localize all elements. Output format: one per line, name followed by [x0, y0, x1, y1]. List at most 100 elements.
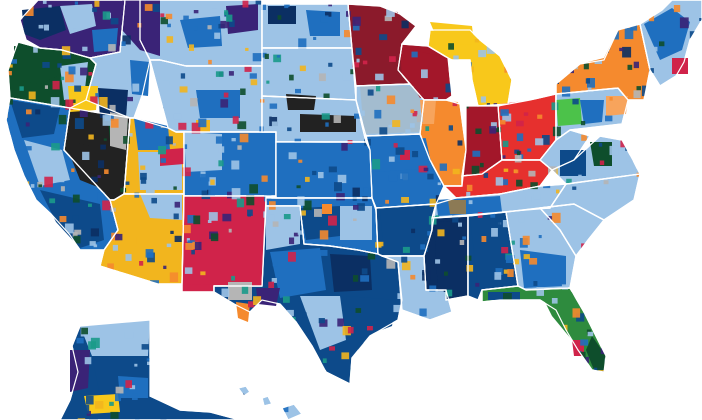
county-cell [572, 186, 577, 190]
county-cell [58, 114, 67, 125]
county-cell [28, 91, 36, 100]
county-cell [81, 327, 88, 335]
county-cell [296, 185, 301, 189]
county-cell [490, 122, 497, 129]
county-cell [419, 308, 427, 317]
county-cell [640, 362, 644, 367]
county-cell [187, 215, 195, 224]
county-cell [514, 309, 522, 317]
county-cell [90, 96, 98, 106]
county-cell [103, 138, 107, 141]
county-cell [375, 242, 382, 248]
county-cell [691, 222, 699, 231]
county-cell [646, 339, 654, 349]
county-cell [221, 288, 230, 297]
county-cell [186, 238, 190, 242]
county-cell [210, 179, 215, 185]
county-cell [540, 86, 548, 93]
county-cell [388, 124, 393, 128]
county-cell [273, 54, 282, 63]
county-cell [26, 109, 32, 115]
county-cell [543, 180, 551, 189]
county-cell [58, 232, 66, 240]
county-cell [649, 68, 654, 73]
county-cell [636, 86, 641, 91]
county-cell [354, 113, 361, 119]
county-cell [272, 261, 278, 267]
county-cell [664, 184, 673, 193]
county-cell [628, 11, 636, 19]
county-cell [383, 359, 391, 370]
county-cell [674, 273, 680, 278]
county-cell [151, 197, 157, 204]
county-cell [446, 337, 450, 341]
county-cell [412, 151, 419, 158]
county-cell [457, 140, 463, 146]
county-cell [33, 46, 38, 53]
county-cell [552, 390, 560, 397]
county-cell [587, 78, 595, 88]
county-cell [169, 392, 175, 399]
county-cell [359, 110, 365, 116]
county-cell [329, 346, 335, 351]
county-cell [166, 243, 172, 248]
county-cell [92, 7, 97, 12]
county-cell [6, 312, 11, 320]
county-cell [334, 182, 342, 192]
county-cell [74, 118, 84, 129]
county-cell [538, 235, 542, 239]
county-cell [268, 336, 272, 340]
county-cell [568, 52, 576, 60]
county-cell [110, 207, 116, 212]
county-cell [635, 263, 640, 267]
state-border-layer [5, 0, 702, 420]
county-cell [355, 308, 362, 313]
county-cell [675, 189, 681, 195]
county-cell [6, 97, 7, 105]
county-cell [537, 114, 543, 119]
county-cluster [556, 98, 582, 126]
county-cell [40, 248, 49, 254]
county-cell [25, 146, 32, 151]
state-hawaii[interactable] [237, 385, 303, 420]
county-cell [226, 14, 233, 22]
county-cell [50, 97, 60, 108]
county-cell [70, 316, 79, 322]
county-cell [475, 128, 482, 134]
county-cell [201, 190, 211, 200]
county-cell [88, 203, 92, 207]
county-cell [63, 290, 69, 297]
county-cell [185, 243, 194, 250]
county-cell [246, 195, 255, 206]
county-cell [479, 24, 486, 32]
county-cell [411, 228, 416, 234]
county-cell [169, 272, 179, 283]
county-cell [673, 5, 681, 13]
county-cell [208, 187, 215, 197]
county-cell [640, 304, 648, 311]
county-cell [386, 95, 396, 105]
county-cell [481, 236, 487, 242]
county-cell [481, 330, 490, 339]
county-cell [658, 166, 668, 177]
county-cell [6, 188, 10, 197]
county-cell [341, 143, 348, 151]
county-cell [505, 366, 514, 377]
county-cell [619, 47, 624, 52]
county-cell [499, 120, 506, 125]
county-cell [62, 319, 71, 326]
county-cell [690, 169, 698, 177]
county-cell [580, 339, 589, 346]
county-cell [250, 79, 258, 86]
county-cell [65, 99, 74, 110]
county-cell [501, 179, 508, 186]
county-cell [586, 269, 593, 277]
county-cell [253, 296, 262, 305]
county-cluster [140, 194, 182, 220]
county-cell [215, 136, 224, 144]
county-cell [261, 4, 266, 10]
county-cell [282, 406, 289, 413]
county-cell [25, 399, 34, 409]
county-cell [303, 200, 312, 211]
county-cell [694, 247, 702, 257]
